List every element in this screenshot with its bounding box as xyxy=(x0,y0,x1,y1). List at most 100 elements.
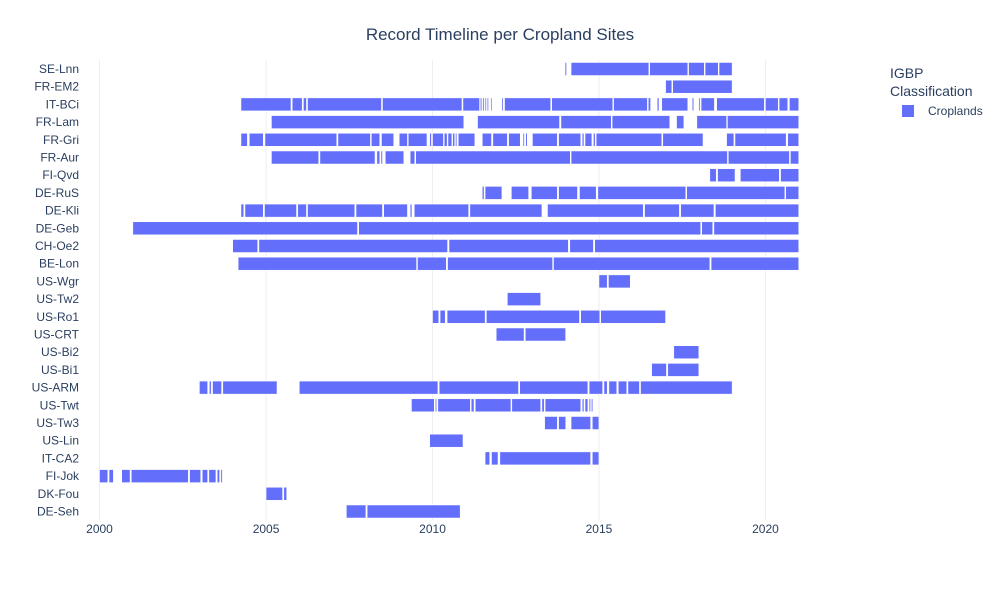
timeline-bar[interactable] xyxy=(676,115,685,129)
timeline-bar[interactable] xyxy=(240,203,244,218)
timeline-bar[interactable] xyxy=(240,133,248,147)
timeline-bar[interactable] xyxy=(618,380,627,395)
timeline-bar[interactable] xyxy=(475,398,512,413)
timeline-bar[interactable] xyxy=(713,221,799,236)
timeline-bar[interactable] xyxy=(291,97,303,112)
timeline-bar[interactable] xyxy=(581,398,585,413)
timeline-bar[interactable] xyxy=(371,133,380,147)
timeline-bar[interactable] xyxy=(704,62,719,76)
timeline-bar[interactable] xyxy=(787,133,799,147)
timeline-bar[interactable] xyxy=(688,62,705,76)
timeline-bar[interactable] xyxy=(661,97,689,112)
timeline-bar[interactable] xyxy=(686,186,786,200)
timeline-bar[interactable] xyxy=(240,97,292,112)
timeline-bar[interactable] xyxy=(264,133,337,147)
timeline-bar[interactable] xyxy=(487,97,489,112)
legend-item-croplands[interactable]: Croplands xyxy=(890,104,990,118)
timeline-bar[interactable] xyxy=(220,469,223,483)
timeline-bar[interactable] xyxy=(727,115,799,129)
timeline-bar[interactable] xyxy=(551,97,614,112)
timeline-bar[interactable] xyxy=(716,97,765,112)
timeline-bar[interactable] xyxy=(409,150,415,165)
timeline-bar[interactable] xyxy=(435,398,437,413)
timeline-bar[interactable] xyxy=(452,133,455,147)
timeline-bar[interactable] xyxy=(482,133,492,147)
timeline-bar[interactable] xyxy=(507,292,541,306)
timeline-bar[interactable] xyxy=(271,115,465,129)
timeline-bar[interactable] xyxy=(728,150,790,165)
timeline-bar[interactable] xyxy=(649,62,689,76)
timeline-bar[interactable] xyxy=(789,97,799,112)
timeline-bar[interactable] xyxy=(508,133,521,147)
timeline-bar[interactable] xyxy=(414,203,469,218)
timeline-bar[interactable] xyxy=(108,469,114,483)
timeline-bar[interactable] xyxy=(307,203,356,218)
timeline-bar[interactable] xyxy=(499,451,591,466)
timeline-bar[interactable] xyxy=(209,380,212,395)
timeline-bar[interactable] xyxy=(558,133,582,147)
timeline-bar[interactable] xyxy=(437,398,471,413)
timeline-bar[interactable] xyxy=(593,133,596,147)
timeline-bar[interactable] xyxy=(525,133,528,147)
timeline-bar[interactable] xyxy=(447,256,553,271)
timeline-bar[interactable] xyxy=(201,469,208,483)
timeline-bar[interactable] xyxy=(448,239,569,253)
timeline-bar[interactable] xyxy=(701,221,713,236)
timeline-bar[interactable] xyxy=(511,186,529,200)
timeline-bar[interactable] xyxy=(484,97,487,112)
timeline-bar[interactable] xyxy=(337,133,371,147)
timeline-bar[interactable] xyxy=(715,203,799,218)
timeline-bar[interactable] xyxy=(399,133,408,147)
timeline-bar[interactable] xyxy=(307,97,382,112)
timeline-bar[interactable] xyxy=(212,380,222,395)
timeline-bar[interactable] xyxy=(258,239,448,253)
timeline-bar[interactable] xyxy=(594,239,799,253)
timeline-bar[interactable] xyxy=(608,274,631,289)
timeline-bar[interactable] xyxy=(667,363,700,377)
timeline-bar[interactable] xyxy=(522,133,525,147)
timeline-bar[interactable] xyxy=(477,115,560,129)
timeline-bar[interactable] xyxy=(672,79,733,94)
timeline-bar[interactable] xyxy=(564,62,567,76)
timeline-bar[interactable] xyxy=(640,380,733,395)
timeline-bar[interactable] xyxy=(237,256,417,271)
timeline-bar[interactable] xyxy=(680,203,715,218)
timeline-bar[interactable] xyxy=(501,97,504,112)
timeline-bar[interactable] xyxy=(611,115,670,129)
timeline-bar[interactable] xyxy=(726,133,735,147)
timeline-bar[interactable] xyxy=(319,150,376,165)
timeline-bar[interactable] xyxy=(457,133,476,147)
timeline-bar[interactable] xyxy=(595,133,663,147)
timeline-bar[interactable] xyxy=(691,97,694,112)
timeline-bar[interactable] xyxy=(780,168,799,182)
timeline-bar[interactable] xyxy=(462,97,480,112)
timeline-bar[interactable] xyxy=(492,133,508,147)
timeline-bar[interactable] xyxy=(482,97,485,112)
timeline-bar[interactable] xyxy=(525,327,566,342)
timeline-bar[interactable] xyxy=(244,203,264,218)
timeline-bar[interactable] xyxy=(415,150,571,165)
timeline-bar[interactable] xyxy=(358,221,701,236)
timeline-bar[interactable] xyxy=(382,97,463,112)
timeline-bar[interactable] xyxy=(355,203,383,218)
timeline-bar[interactable] xyxy=(131,469,189,483)
timeline-bar[interactable] xyxy=(380,150,383,165)
timeline-bar[interactable] xyxy=(411,398,435,413)
timeline-bar[interactable] xyxy=(740,168,780,182)
timeline-bar[interactable] xyxy=(199,380,208,395)
timeline-bar[interactable] xyxy=(132,221,358,236)
timeline-bar[interactable] xyxy=(208,469,217,483)
timeline-bar[interactable] xyxy=(470,398,475,413)
timeline-bar[interactable] xyxy=(560,115,612,129)
timeline-bar[interactable] xyxy=(790,150,799,165)
timeline-bar[interactable] xyxy=(569,239,594,253)
timeline-bar[interactable] xyxy=(547,203,644,218)
timeline-bar[interactable] xyxy=(592,451,600,466)
timeline-bar[interactable] xyxy=(665,79,673,94)
timeline-bar[interactable] xyxy=(249,133,264,147)
timeline-bar[interactable] xyxy=(591,398,594,413)
timeline-bar[interactable] xyxy=(222,380,278,395)
timeline-bar[interactable] xyxy=(409,203,413,218)
timeline-bar[interactable] xyxy=(346,504,367,519)
timeline-bar[interactable] xyxy=(408,133,428,147)
